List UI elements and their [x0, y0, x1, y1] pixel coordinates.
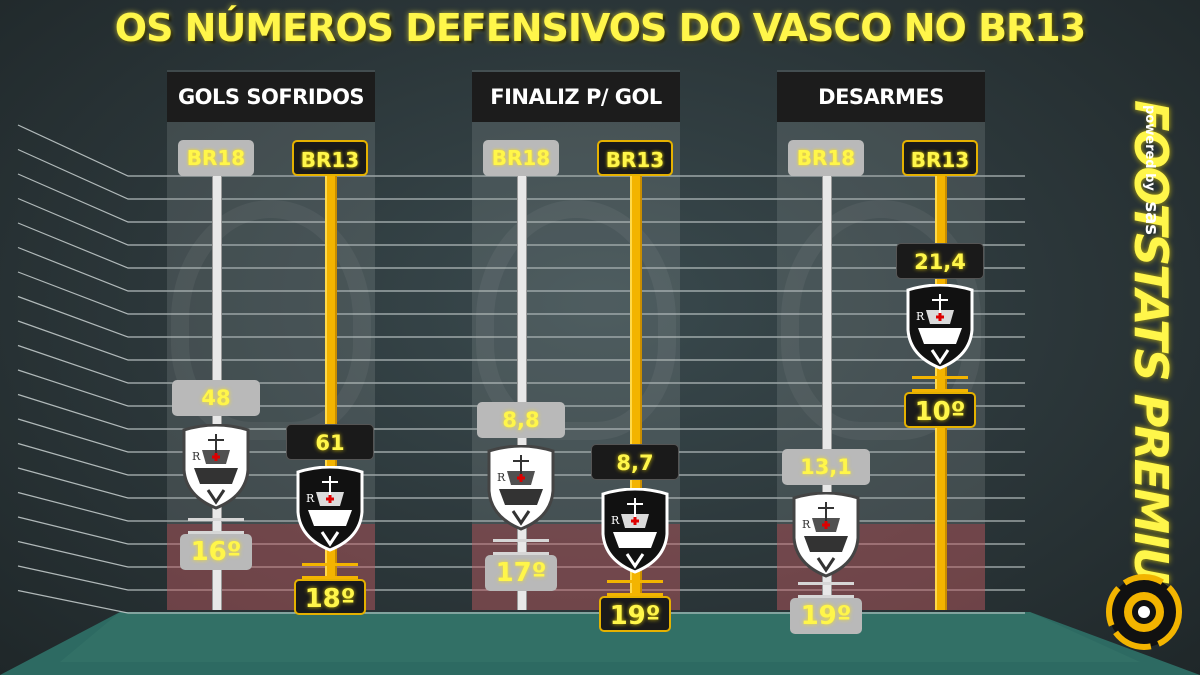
- rank-label: 10º: [904, 392, 976, 428]
- chart-title: FINALIZ P/ GOL: [472, 72, 680, 122]
- chart-title: DESARMES: [777, 72, 985, 122]
- footstats-ball-logo-icon: [1106, 574, 1182, 650]
- data-label: 61: [286, 424, 374, 460]
- bar-pole-br18: [517, 176, 527, 610]
- brand-partner: sas: [1141, 201, 1162, 236]
- vasco-crest-icon: R: [790, 491, 862, 578]
- data-label: 13,1: [782, 449, 870, 485]
- svg-text:R: R: [916, 310, 925, 323]
- vasco-crest-icon: R: [294, 465, 366, 552]
- data-label: 48: [172, 380, 260, 416]
- svg-text:R: R: [497, 471, 506, 484]
- page-title: OS NÚMEROS DEFENSIVOS DO VASCO NO BR13: [114, 6, 1086, 50]
- bar-marker: [607, 580, 663, 596]
- rank-label: 18º: [294, 579, 366, 615]
- season-label: BR18: [788, 140, 864, 176]
- season-label: BR18: [178, 140, 254, 176]
- bar-marker: [302, 563, 358, 579]
- vasco-crest-icon: R: [180, 423, 252, 510]
- chart-title: GOLS SOFRIDOS: [167, 72, 375, 122]
- svg-text:R: R: [192, 450, 201, 463]
- bar-pole-br18: [822, 176, 832, 610]
- season-label: BR13: [292, 140, 368, 176]
- bar-marker: [188, 518, 244, 534]
- vasco-crest-icon: R: [485, 444, 557, 531]
- season-label: BR13: [597, 140, 673, 176]
- season-label: BR18: [483, 140, 559, 176]
- data-label: 8,8: [477, 402, 565, 438]
- rank-label: 16º: [180, 534, 252, 570]
- svg-text:R: R: [306, 492, 315, 505]
- bar-marker: [493, 539, 549, 555]
- data-label: 8,7: [591, 444, 679, 480]
- vasco-crest-icon: R: [904, 283, 976, 370]
- vasco-crest-icon: R: [599, 487, 671, 574]
- rank-label: 19º: [599, 596, 671, 632]
- bar-marker: [912, 376, 968, 392]
- bar-marker: [798, 582, 854, 598]
- brand-tagline: powered by: [1142, 105, 1157, 191]
- svg-text:R: R: [611, 514, 620, 527]
- svg-text:R: R: [802, 518, 811, 531]
- rank-label: 19º: [790, 598, 862, 634]
- rank-label: 17º: [485, 555, 557, 591]
- season-label: BR13: [902, 140, 978, 176]
- data-label: 21,4: [896, 243, 984, 279]
- gridlines: [17, 124, 1025, 614]
